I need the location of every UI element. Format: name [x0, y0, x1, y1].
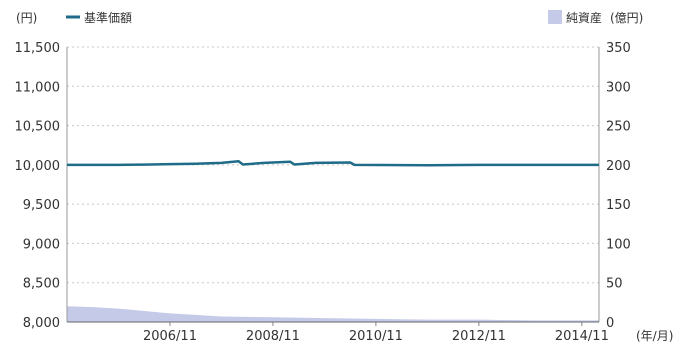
legend-nav-label: 基準価額 — [84, 10, 132, 25]
left-axis-tick-label: 8,000 — [23, 316, 60, 331]
left-axis-tick-label: 10,000 — [15, 159, 61, 174]
net-assets-area-layer — [67, 306, 599, 322]
x-axis-tick-label: 2008/11 — [246, 329, 300, 344]
right-axis-unit-label: (億円) — [610, 11, 643, 25]
nav-line-layer — [67, 160, 599, 167]
x-axis-tick-label: 2010/11 — [349, 329, 403, 344]
x-axis-tick-label: 2014/11 — [555, 329, 609, 344]
right-axis-tick-label: 300 — [606, 80, 631, 95]
left-axis-tick-label: 8,500 — [23, 277, 60, 292]
left-axis-tick-label: 11,500 — [15, 41, 61, 56]
gridlines — [67, 46, 599, 284]
tick-labels: 8,000 8,500 9,000 9,500 10,000 10,500 11,000 11… — [15, 41, 631, 344]
right-axis-tick-label: 200 — [606, 159, 631, 174]
right-axis-tick-label: 250 — [606, 120, 631, 135]
nav-line — [67, 160, 599, 167]
left-axis-tick-label: 10,500 — [15, 120, 61, 135]
right-axis-tick-label: 0 — [606, 316, 614, 331]
left-axis-unit-label: (円) — [16, 11, 37, 25]
right-axis-tick-label: 100 — [606, 237, 631, 252]
right-axis-tick-label: 350 — [606, 41, 631, 56]
net-assets-area — [67, 306, 599, 322]
right-axis-tick-label: 50 — [606, 277, 623, 292]
legend-net-assets-label: 純資産 — [566, 10, 602, 25]
left-axis-tick-label: 11,000 — [15, 80, 61, 95]
x-axis-unit-label: (年/月) — [636, 329, 673, 343]
legend-net-assets-swatch — [548, 10, 562, 24]
left-axis-tick-label: 9,000 — [23, 237, 60, 252]
left-axis-tick-label: 9,500 — [23, 198, 60, 213]
x-axis-tick-label: 2006/11 — [143, 329, 197, 344]
legend: (円) 基準価額 純資産 (億円) — [16, 10, 643, 25]
right-axis-tick-label: 150 — [606, 198, 631, 213]
axes — [66, 47, 600, 326]
x-axis-tick-label: 2012/11 — [452, 329, 506, 344]
